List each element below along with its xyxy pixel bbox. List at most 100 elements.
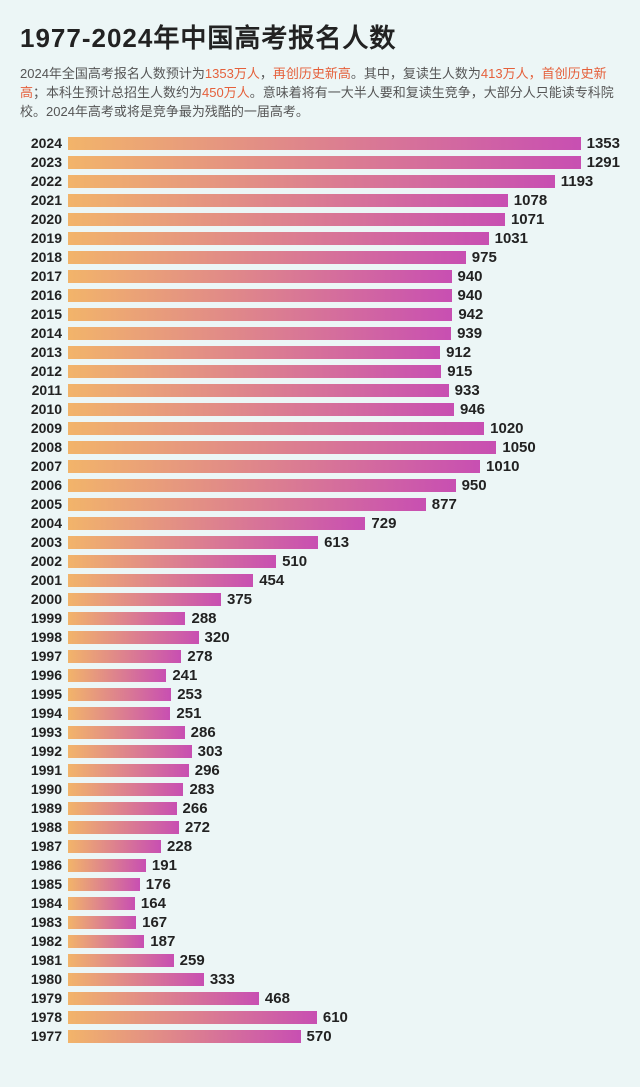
bar [68,213,505,226]
year-label: 2015 [20,306,68,322]
bar-row: 1977570 [20,1027,620,1046]
bar-wrap: 283 [68,780,620,799]
bar [68,137,581,150]
bar-wrap: 933 [68,381,620,400]
bar [68,555,276,568]
bar [68,669,166,682]
bar-row: 2017940 [20,267,620,286]
year-label: 2020 [20,211,68,227]
bar-value-label: 933 [455,382,480,399]
bar-row: 2003613 [20,533,620,552]
bar-wrap: 375 [68,590,620,609]
bar-value-label: 266 [183,800,208,817]
year-label: 2018 [20,249,68,265]
bar [68,954,174,967]
bar-wrap: 454 [68,571,620,590]
year-label: 1989 [20,800,68,816]
year-label: 1983 [20,914,68,930]
bar-wrap: 729 [68,514,620,533]
bar [68,992,259,1005]
subtitle-highlight: 450万人 [202,85,250,100]
bar-value-label: 729 [371,515,396,532]
bar-wrap: 1291 [68,153,620,172]
year-label: 1990 [20,781,68,797]
bar-wrap: 164 [68,894,620,913]
bar-chart: 2024 1353 2023 1291202211932021107820201071… [20,134,620,1046]
bar-row: 1985176 [20,875,620,894]
bar-row: 1979468 [20,989,620,1008]
bar-wrap: 468 [68,989,620,1008]
year-label: 2016 [20,287,68,303]
bar-row: 20211078 [20,191,620,210]
bar-value-label: 1291 [587,154,620,171]
bar [68,327,451,340]
bar-value-label: 510 [282,553,307,570]
bar [68,1011,317,1024]
bar-row: 20221193 [20,172,620,191]
chart-subtitle: 2024年全国高考报名人数预计为1353万人，再创历史新高。其中，复读生人数为4… [20,65,620,122]
bar-row: 1983 167 [20,913,620,932]
year-label: 1998 [20,629,68,645]
bar-wrap: 303 [68,742,620,761]
bar-value-label: 191 [152,857,177,874]
year-label: 1995 [20,686,68,702]
bar [68,536,318,549]
year-label: 2024 [20,135,68,151]
bar-value-label: 570 [307,1028,332,1045]
year-label: 2002 [20,553,68,569]
bar-wrap: 167 [68,913,620,932]
bar-row: 20201071 [20,210,620,229]
bar-row: 1982187 [20,932,620,951]
bar-wrap: 939 [68,324,620,343]
subtitle-text: ， [260,66,273,81]
bar-wrap: 191 [68,856,620,875]
year-label: 2019 [20,230,68,246]
bar-wrap: 610 [68,1008,620,1027]
bar [68,935,144,948]
bar [68,156,581,169]
bar-value-label: 333 [210,971,235,988]
bar-value-label: 253 [177,686,202,703]
bar [68,745,192,758]
bar-value-label: 167 [142,914,167,931]
bar-wrap: 877 [68,495,620,514]
bar-row: 2024 1353 [20,134,620,153]
bar-value-label: 272 [185,819,210,836]
bar-wrap: 320 [68,628,620,647]
bar-wrap: 510 [68,552,620,571]
year-label: 2023 [20,154,68,170]
bar-value-label: 283 [189,781,214,798]
bar-value-label: 303 [198,743,223,760]
year-label: 2000 [20,591,68,607]
bar-value-label: 613 [324,534,349,551]
bar-row: 1995 253 [20,685,620,704]
bar-wrap: 1353 [68,134,620,153]
bar-row: 20191031 [20,229,620,248]
bar-row: 2010946 [20,400,620,419]
bar [68,346,440,359]
bar-value-label: 375 [227,591,252,608]
bar-row: 2002 510 [20,552,620,571]
year-label: 1999 [20,610,68,626]
year-label: 2012 [20,363,68,379]
bar [68,384,449,397]
bar-value-label: 1353 [587,135,620,152]
bar [68,764,189,777]
bar-row: 20091020 [20,419,620,438]
bar [68,1030,301,1043]
bar [68,498,426,511]
bar-row: 20081050 [20,438,620,457]
bar [68,612,185,625]
bar-value-label: 939 [457,325,482,342]
bar [68,460,480,473]
year-label: 1993 [20,724,68,740]
bar-row: 1994251 [20,704,620,723]
bar-value-label: 975 [472,249,497,266]
chart-title: 1977-2024年中国高考报名人数 [20,18,620,55]
year-label: 1997 [20,648,68,664]
bar [68,859,146,872]
bar-wrap: 940 [68,267,620,286]
bar-row: 1997278 [20,647,620,666]
bar-wrap: 912 [68,343,620,362]
bar-wrap: 288 [68,609,620,628]
